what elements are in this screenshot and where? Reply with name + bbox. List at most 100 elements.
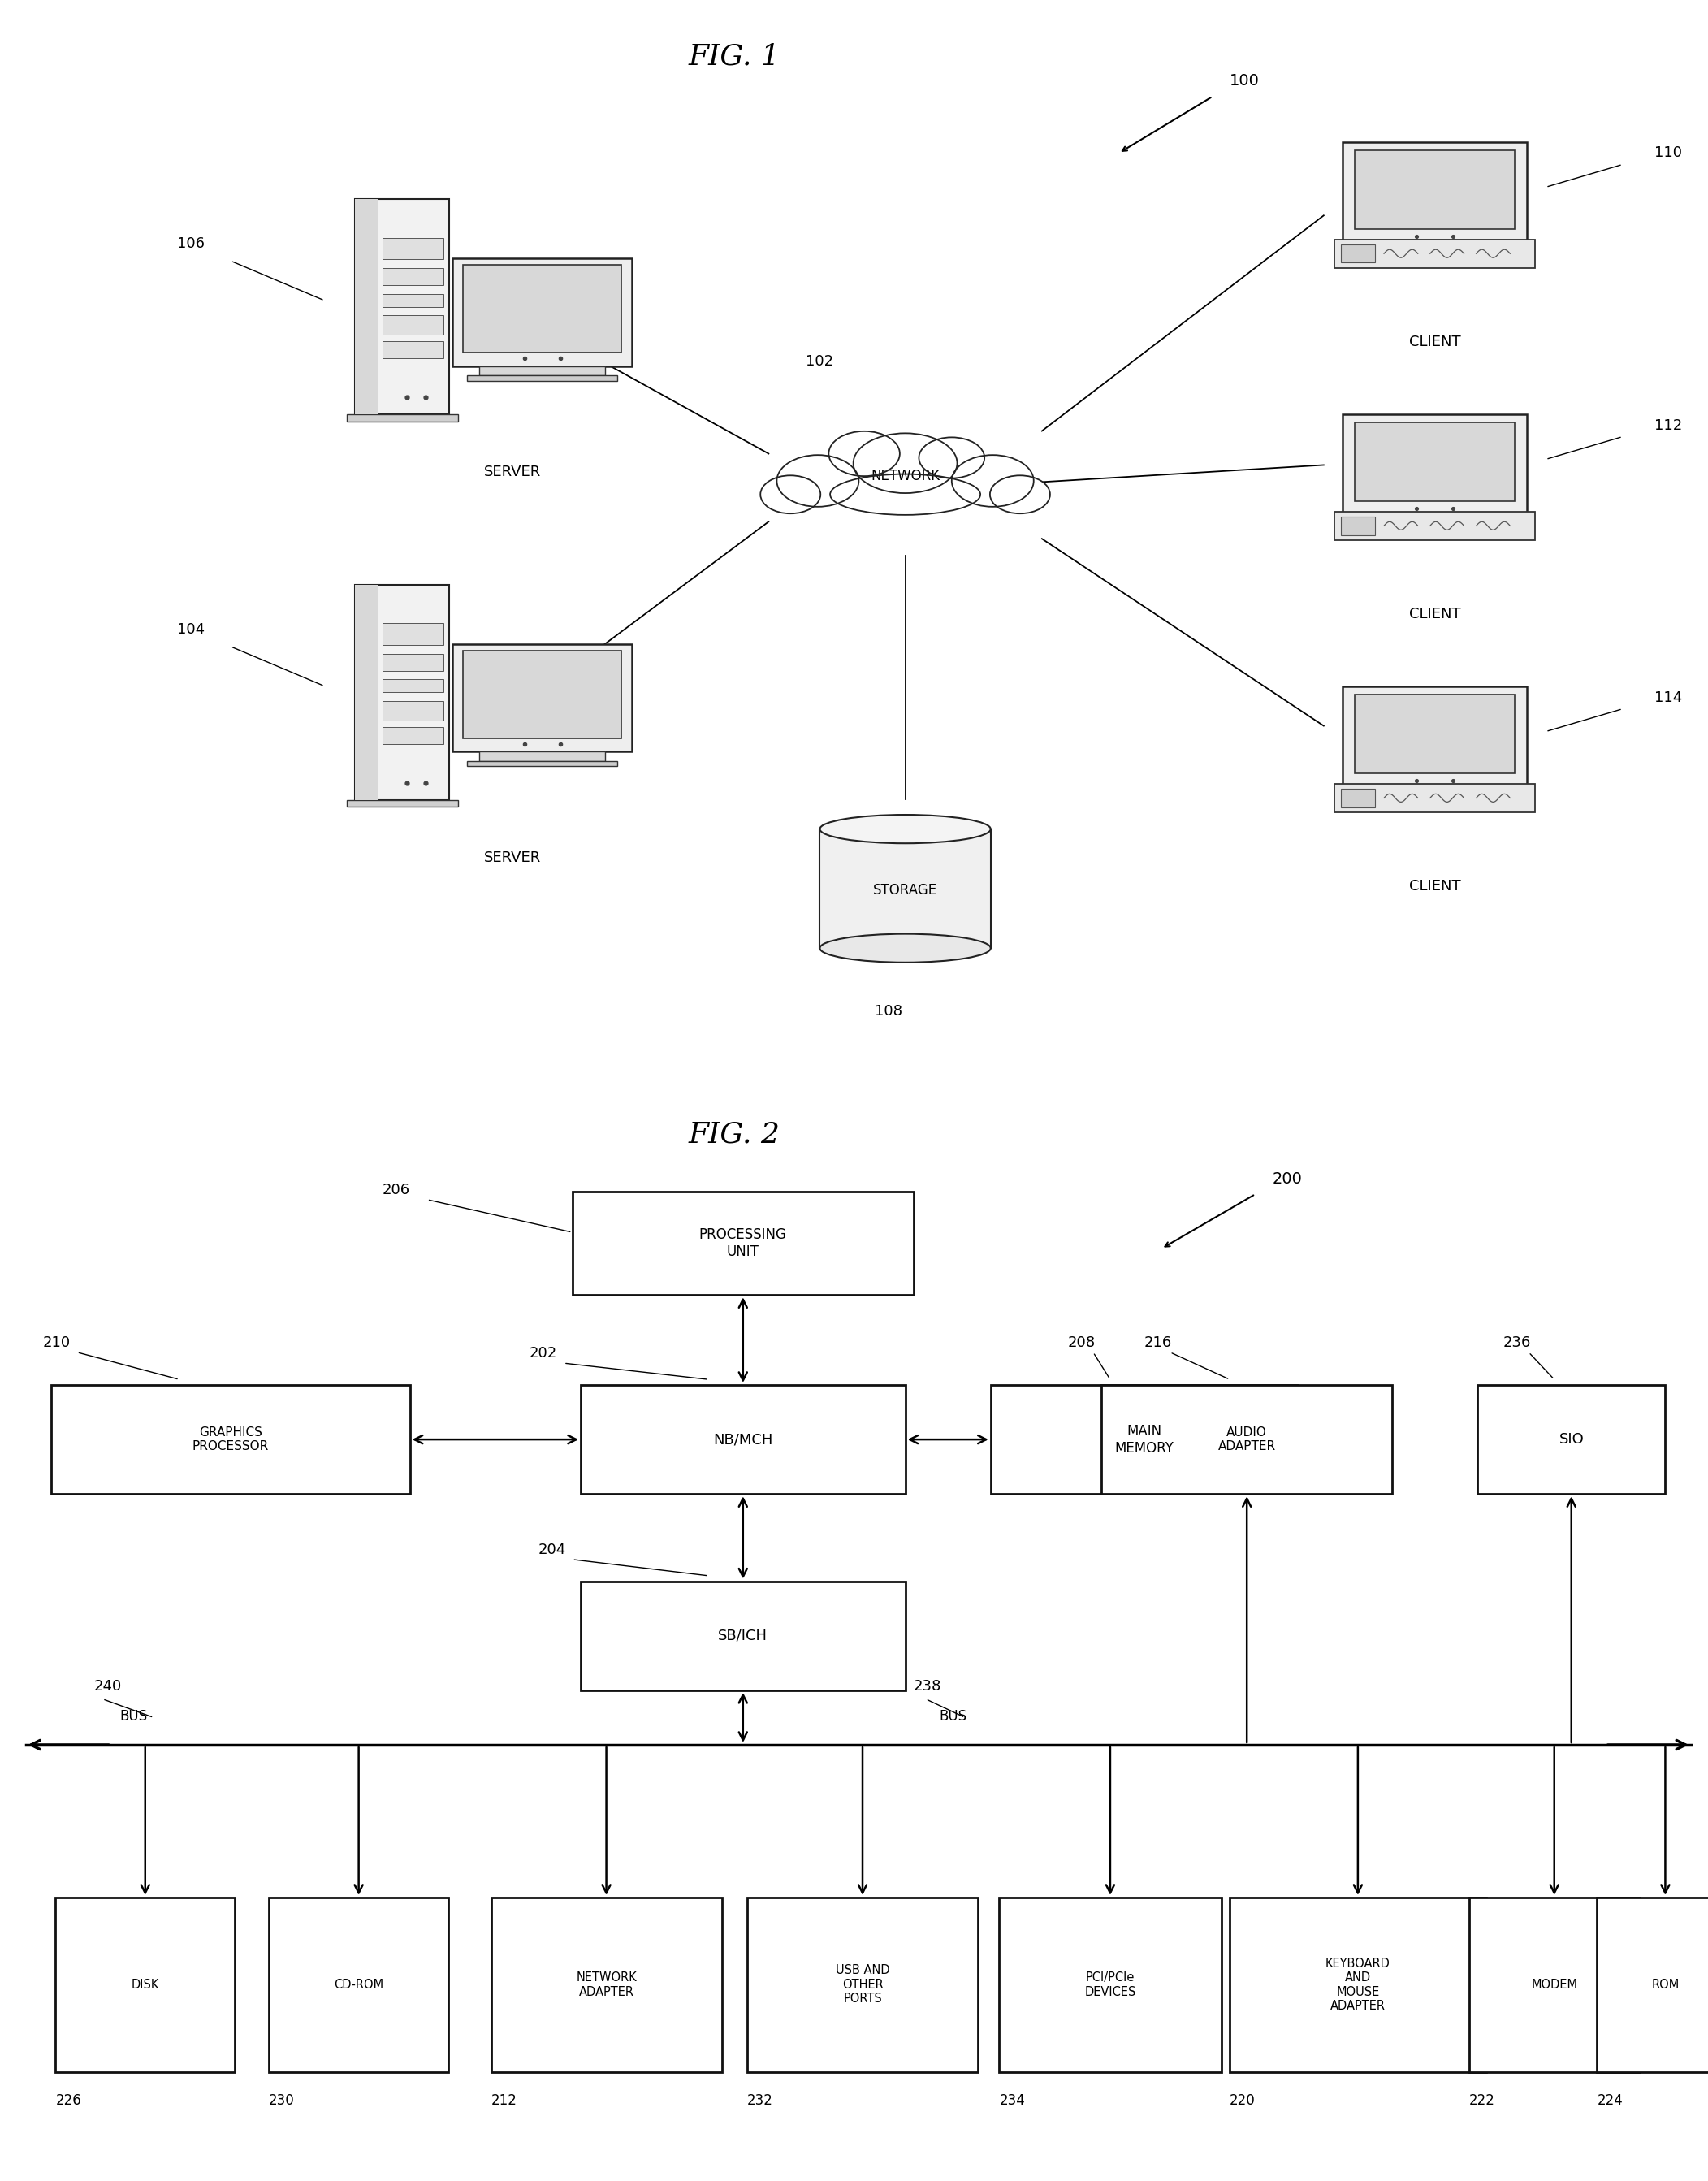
Bar [383,726,444,744]
Text: USB AND
OTHER
PORTS: USB AND OTHER PORTS [835,1965,890,2004]
Bar [466,761,618,766]
Text: 110: 110 [1655,146,1682,161]
Text: 226: 226 [55,2094,82,2107]
Text: PROCESSING
UNIT: PROCESSING UNIT [699,1228,787,1258]
Text: NB/MCH: NB/MCH [714,1433,772,1446]
Text: CLIENT: CLIENT [1409,334,1460,349]
Text: AUDIO
ADAPTER: AUDIO ADAPTER [1218,1426,1276,1453]
Bar [581,1581,905,1690]
Bar [55,1897,236,2072]
Text: CLIENT: CLIENT [1409,879,1460,894]
Ellipse shape [991,475,1050,513]
Text: 102: 102 [806,353,834,369]
Bar [1341,244,1375,262]
Text: GRAPHICS
PROCESSOR: GRAPHICS PROCESSOR [193,1426,268,1453]
Text: SERVER: SERVER [483,465,541,480]
Bar [1341,517,1375,534]
Bar [999,1897,1221,2072]
Bar [1342,687,1527,790]
Bar [383,654,444,672]
Text: 222: 222 [1469,2094,1494,2107]
Bar [572,1191,914,1296]
Bar [466,375,618,382]
Text: 230: 230 [270,2094,295,2107]
Ellipse shape [820,933,991,962]
Ellipse shape [854,434,956,493]
Bar [1341,790,1375,807]
Text: BUS: BUS [120,1710,147,1723]
Text: 200: 200 [1272,1171,1303,1186]
Bar [453,257,632,366]
Bar [748,1897,977,2072]
Bar [355,198,449,414]
Bar [1102,1385,1392,1494]
Ellipse shape [760,475,820,513]
Bar [383,624,444,646]
Text: 108: 108 [874,1003,902,1019]
Text: BUS: BUS [939,1710,967,1723]
Bar [383,268,444,286]
Text: DISK: DISK [132,1978,159,1991]
Bar [383,316,444,336]
Bar [383,680,444,691]
Bar [463,266,622,353]
Text: MAIN
MEMORY: MAIN MEMORY [1115,1424,1173,1455]
Text: KEYBOARD
AND
MOUSE
ADAPTER: KEYBOARD AND MOUSE ADAPTER [1325,1956,1390,2013]
Bar [463,650,622,737]
Text: NETWORK
ADAPTER: NETWORK ADAPTER [576,1972,637,1998]
Ellipse shape [828,432,900,475]
Text: 234: 234 [999,2094,1025,2107]
Text: 202: 202 [529,1346,557,1361]
Bar [453,643,632,752]
Ellipse shape [777,456,859,506]
Text: NETWORK: NETWORK [871,469,939,484]
Text: 204: 204 [538,1542,565,1557]
Bar [1336,783,1535,811]
Text: SIO: SIO [1559,1433,1583,1446]
Text: 106: 106 [178,236,205,251]
Bar [480,752,605,761]
Text: 220: 220 [1230,2094,1255,2107]
Bar [347,800,458,807]
Bar [1354,150,1515,229]
Ellipse shape [951,456,1033,506]
Text: 238: 238 [914,1679,941,1692]
Text: SERVER: SERVER [483,851,541,866]
Ellipse shape [820,816,991,844]
Ellipse shape [830,473,980,515]
Bar [1336,513,1535,541]
Bar [1342,142,1527,244]
Text: 100: 100 [1230,72,1261,87]
Bar [492,1897,721,2072]
Bar [355,198,379,414]
Text: CLIENT: CLIENT [1409,606,1460,622]
Bar [347,414,458,421]
Text: 236: 236 [1503,1335,1530,1350]
Text: FIG. 2: FIG. 2 [688,1121,781,1147]
Text: FIG. 1: FIG. 1 [688,44,781,70]
Bar [1469,1897,1640,2072]
Text: 224: 224 [1597,2094,1623,2107]
Bar [1336,240,1535,268]
Text: CD-ROM: CD-ROM [333,1978,384,1991]
Text: 240: 240 [94,1679,121,1692]
Text: 210: 210 [43,1335,70,1350]
Bar [1477,1385,1665,1494]
Text: ROM: ROM [1652,1978,1679,1991]
Bar [1354,423,1515,502]
Bar [383,238,444,260]
Bar [355,585,379,800]
Bar [355,585,449,800]
Bar [270,1897,447,2072]
Bar [383,294,444,308]
Text: 212: 212 [492,2094,518,2107]
Bar [1597,1897,1708,2072]
Bar [51,1385,410,1494]
Bar [480,366,605,375]
Text: SB/ICH: SB/ICH [717,1629,769,1642]
Text: MODEM: MODEM [1530,1978,1578,1991]
Bar [820,829,991,949]
Bar [383,340,444,358]
Text: 206: 206 [383,1182,410,1197]
Text: PCI/PCIe
DEVICES: PCI/PCIe DEVICES [1085,1972,1136,1998]
